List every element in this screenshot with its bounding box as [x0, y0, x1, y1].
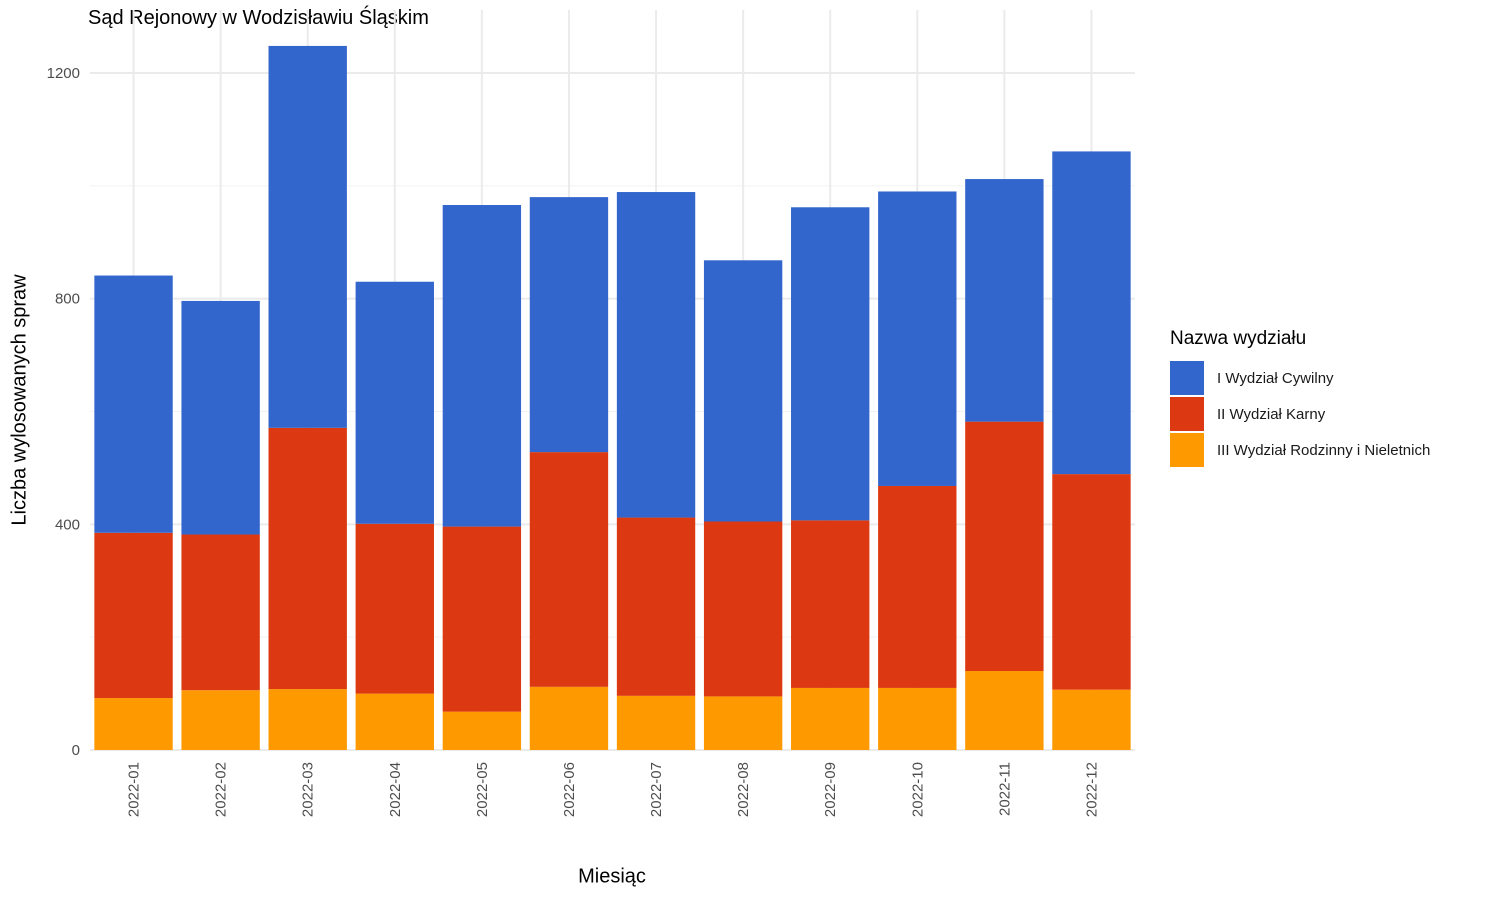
bar-segment: [529, 452, 609, 687]
x-tick-label: 2022-01: [126, 762, 143, 817]
bar-segment: [94, 532, 173, 699]
x-tick-label: 2022-10: [909, 762, 926, 817]
x-tick-label: 2022-07: [648, 762, 665, 817]
bar-segment: [94, 698, 173, 750]
legend-swatch: [1170, 361, 1204, 395]
legend-label: III Wydział Rodzinny i Nieletnich: [1217, 441, 1431, 459]
legend: Nazwa wydziału I Wydział Cywilny II Wydzi…: [1170, 328, 1430, 468]
bar-segment: [181, 534, 260, 691]
x-tick-label: 2022-09: [822, 762, 839, 817]
chart-title: Sąd Rejonowy w Wodzisławiu Śląskim: [88, 7, 429, 29]
y-axis-label: Liczba wylosowanych spraw: [8, 274, 31, 526]
legend-title: Nazwa wydziału: [1170, 328, 1307, 349]
legend-swatch: [1170, 433, 1204, 467]
legend-label: II Wydział Karny: [1217, 405, 1326, 423]
bar-segment: [355, 693, 434, 750]
x-axis-label: Miesiąc: [578, 865, 646, 888]
bar-segment: [791, 520, 870, 688]
bar-segment: [94, 275, 173, 533]
y-tick-label: 400: [55, 516, 80, 533]
bar-segment: [268, 45, 347, 428]
bar-segment: [268, 427, 347, 690]
x-tick-label: 2022-04: [387, 762, 404, 817]
bar-segment: [442, 711, 522, 750]
bar-segment: [791, 687, 870, 750]
bar-segment: [616, 517, 696, 696]
legend-items: I Wydział Cywilny II Wydział Karny III Wyd…: [1170, 360, 1430, 468]
bar-segment: [268, 689, 347, 750]
bar-segment: [442, 526, 522, 712]
bar-segment: [878, 191, 957, 486]
x-tick-label: 2022-02: [213, 762, 230, 817]
x-tick-label: 2022-12: [1083, 762, 1100, 817]
x-tick-label: 2022-05: [474, 762, 491, 817]
legend-item: III Wydział Rodzinny i Nieletnich: [1170, 432, 1430, 468]
bar-segment: [1052, 474, 1131, 690]
bar-segment: [703, 521, 783, 697]
bar-segment: [1052, 151, 1131, 475]
bar-segment: [878, 687, 957, 750]
x-tick-label: 2022-11: [996, 762, 1013, 816]
legend-swatch: [1170, 397, 1204, 431]
bar-segment: [616, 192, 696, 518]
legend-item: I Wydział Cywilny: [1170, 360, 1430, 396]
y-tick-label: 800: [55, 291, 80, 308]
bar-segment: [965, 179, 1044, 422]
legend-item: II Wydział Karny: [1170, 396, 1430, 432]
bar-segment: [355, 523, 434, 694]
bar-segment: [181, 690, 260, 750]
bar-segment: [703, 260, 783, 522]
bar-segment: [791, 207, 870, 521]
bar-segment: [965, 671, 1044, 750]
bar-segment: [442, 205, 522, 527]
legend-label: I Wydział Cywilny: [1217, 369, 1334, 387]
y-tick-label: 1200: [47, 65, 80, 82]
bar-segment: [703, 696, 783, 750]
bar-segment: [529, 686, 609, 750]
bar-segment: [616, 695, 696, 750]
bar-segment: [878, 485, 957, 688]
x-tick-label: 2022-06: [561, 762, 578, 817]
bar-segment: [181, 300, 260, 535]
bar-segment: [1052, 689, 1131, 750]
bar-segment: [965, 421, 1044, 672]
bar-segment: [355, 281, 434, 524]
y-tick-label: 0: [72, 742, 80, 759]
bar-segment: [529, 197, 609, 453]
x-tick-label: 2022-08: [735, 762, 752, 817]
x-tick-label: 2022-03: [300, 762, 317, 817]
